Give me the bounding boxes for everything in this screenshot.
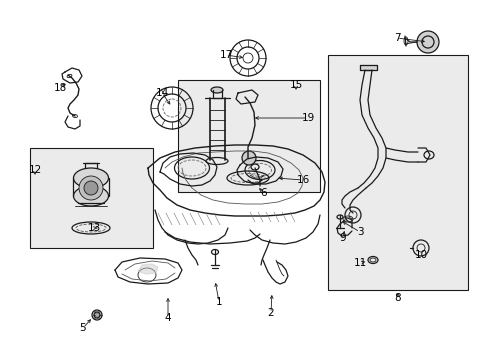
- Text: 14: 14: [155, 88, 168, 98]
- Text: 17: 17: [219, 50, 232, 60]
- Text: 13: 13: [87, 223, 101, 233]
- Circle shape: [242, 151, 256, 165]
- Text: 7: 7: [393, 33, 400, 43]
- Text: 8: 8: [394, 293, 401, 303]
- Text: 11: 11: [353, 258, 366, 268]
- Text: 1: 1: [215, 297, 222, 307]
- Circle shape: [92, 310, 102, 320]
- Text: 6: 6: [260, 188, 267, 198]
- Text: 3: 3: [356, 227, 363, 237]
- Bar: [327, 55, 467, 290]
- Text: 15: 15: [289, 80, 302, 90]
- Polygon shape: [138, 264, 158, 274]
- Circle shape: [79, 176, 103, 200]
- Circle shape: [416, 31, 438, 53]
- Ellipse shape: [73, 186, 108, 206]
- Text: 16: 16: [296, 175, 309, 185]
- Text: 5: 5: [80, 323, 86, 333]
- Text: 12: 12: [28, 165, 41, 175]
- Bar: [178, 80, 319, 192]
- Text: 10: 10: [414, 250, 427, 260]
- Text: 4: 4: [164, 313, 171, 323]
- Polygon shape: [359, 65, 376, 70]
- Bar: [30, 148, 153, 248]
- Circle shape: [94, 312, 100, 318]
- Circle shape: [84, 181, 98, 195]
- Text: 18: 18: [53, 83, 66, 93]
- Text: 9: 9: [339, 233, 346, 243]
- Text: 2: 2: [267, 308, 274, 318]
- Ellipse shape: [210, 87, 223, 93]
- Text: 19: 19: [301, 113, 314, 123]
- Ellipse shape: [73, 168, 108, 188]
